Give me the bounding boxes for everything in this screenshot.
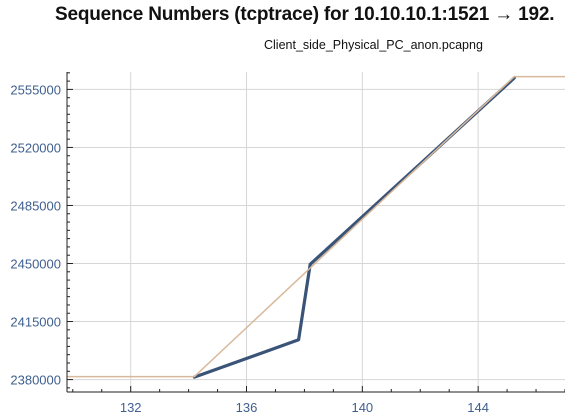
x-tick-label: 140 — [351, 400, 373, 415]
y-tick-label: 2415000 — [10, 315, 61, 330]
y-tick-label: 2485000 — [10, 198, 61, 213]
axes — [66, 72, 565, 393]
x-tick-label: 132 — [120, 400, 142, 415]
sequence-line — [192, 76, 516, 379]
chart-subtitle: Client_side_Physical_PC_anon.pcapng — [264, 38, 483, 52]
x-tick-label: 136 — [236, 400, 258, 415]
y-tick-label: 2450000 — [10, 257, 61, 272]
x-tick-label: 144 — [467, 400, 489, 415]
receive-window-line — [66, 75, 565, 378]
series-layer — [66, 75, 565, 379]
y-tick-label: 2555000 — [10, 82, 61, 97]
y-tick-label: 2520000 — [10, 140, 61, 155]
y-tick-label: 2380000 — [10, 373, 61, 388]
chart-title: Sequence Numbers (tcptrace) for 10.10.10… — [55, 4, 555, 25]
tick-labels: 132 136 140 144 2380000 2415000 2450000 2485000… — [10, 82, 489, 415]
grid — [67, 72, 565, 392]
